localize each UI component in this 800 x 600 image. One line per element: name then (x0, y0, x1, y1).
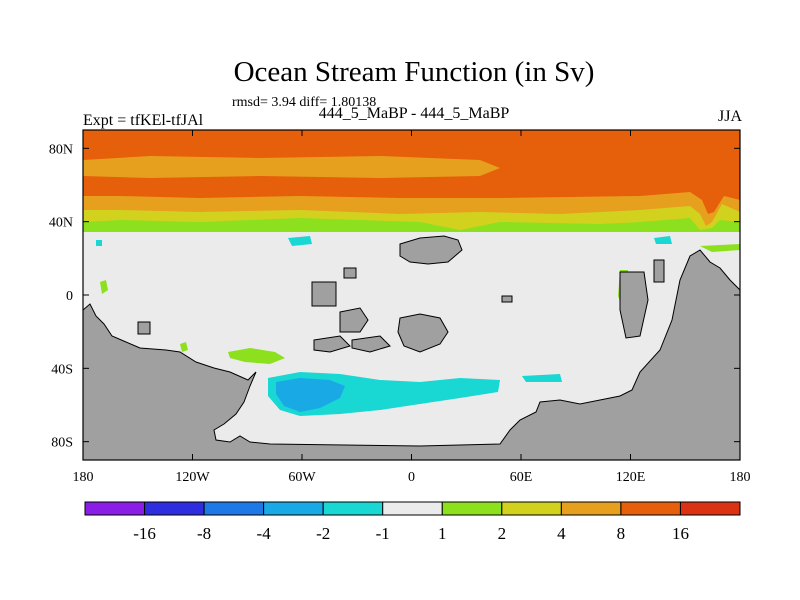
band-light-inner-north (83, 156, 500, 178)
patch-blue-small-3 (96, 240, 102, 246)
island-4 (339, 307, 369, 333)
colorbar-label: -8 (197, 524, 211, 543)
colorbar-label: -16 (133, 524, 156, 543)
gyre-mid-blue (276, 378, 345, 412)
patch-green-2 (100, 280, 108, 294)
x-tick-label: 60W (288, 470, 316, 485)
island-7 (343, 267, 357, 279)
colorbar-swatch (620, 501, 681, 516)
island-6 (351, 335, 391, 353)
x-tick-label: 120E (616, 470, 646, 485)
band-orange-inner-north (83, 130, 740, 154)
patch-blue-small-2 (522, 374, 562, 382)
colorbar-swatch (382, 501, 443, 516)
colorbar-label: 2 (498, 524, 507, 543)
x-tick-label: 120W (175, 470, 210, 485)
island-3 (397, 313, 449, 353)
colorbar-label: 8 (617, 524, 626, 543)
case-label: 444_5_MaBP - 444_5_MaBP (318, 105, 510, 122)
colorbar-swatch (144, 501, 205, 516)
land-southwest (83, 249, 740, 460)
colorbar-swatch (679, 501, 741, 516)
colorbar-swatch (263, 501, 324, 516)
patch-blue-small-4 (654, 236, 672, 244)
experiment-label: Expt = tfKEl-tfJAl (83, 112, 204, 129)
x-tick-label: 0 (408, 470, 415, 485)
colorbar-swatch (203, 501, 265, 516)
colorbar-label: -2 (316, 524, 330, 543)
colorbar-swatch (322, 501, 384, 516)
land (83, 235, 740, 460)
island-11 (653, 259, 665, 283)
y-tick-label: 40S (51, 362, 73, 377)
island-8 (137, 321, 151, 335)
x-tick-label: 180 (730, 470, 751, 485)
chart-title: Ocean Stream Function (in Sv) (233, 56, 595, 88)
colorbar-swatch (501, 501, 562, 516)
colorbar-swatch (560, 501, 622, 516)
y-tick-label: 40N (49, 216, 73, 231)
island-2 (399, 235, 463, 265)
x-tick-label: 180 (73, 470, 94, 485)
colorbar: -16 -8 -4 -2 -1 1 2 4 8 16 (84, 501, 741, 543)
y-axis: 80N 40N 0 40S 80S (49, 142, 740, 451)
patch-green-1 (228, 348, 285, 364)
colorbar-label: -4 (257, 524, 272, 543)
colorbar-label: 1 (438, 524, 447, 543)
colorbar-label: 4 (557, 524, 566, 543)
x-axis: 180 120W 60W 0 60E 120E 180 (73, 130, 751, 485)
island-10 (619, 271, 649, 339)
season-label: JJA (717, 108, 742, 125)
y-tick-label: 80S (51, 436, 73, 451)
colorbar-label: 16 (672, 524, 689, 543)
patch-blue-small (288, 236, 312, 246)
y-tick-label: 80N (49, 142, 73, 157)
patch-green-3 (180, 342, 188, 352)
stats-label: rmsd= 3.94 diff= 1.80138 (232, 95, 377, 110)
colorbar-swatch (441, 501, 503, 516)
island-5 (313, 335, 351, 353)
island-9 (501, 295, 513, 303)
x-tick-label: 60E (510, 470, 533, 485)
y-tick-label: 0 (66, 289, 73, 304)
colorbar-label: -1 (376, 524, 390, 543)
patch-green-5 (700, 244, 740, 252)
colorbar-swatch (84, 501, 146, 516)
island-1 (311, 281, 337, 307)
map-area (83, 130, 740, 460)
